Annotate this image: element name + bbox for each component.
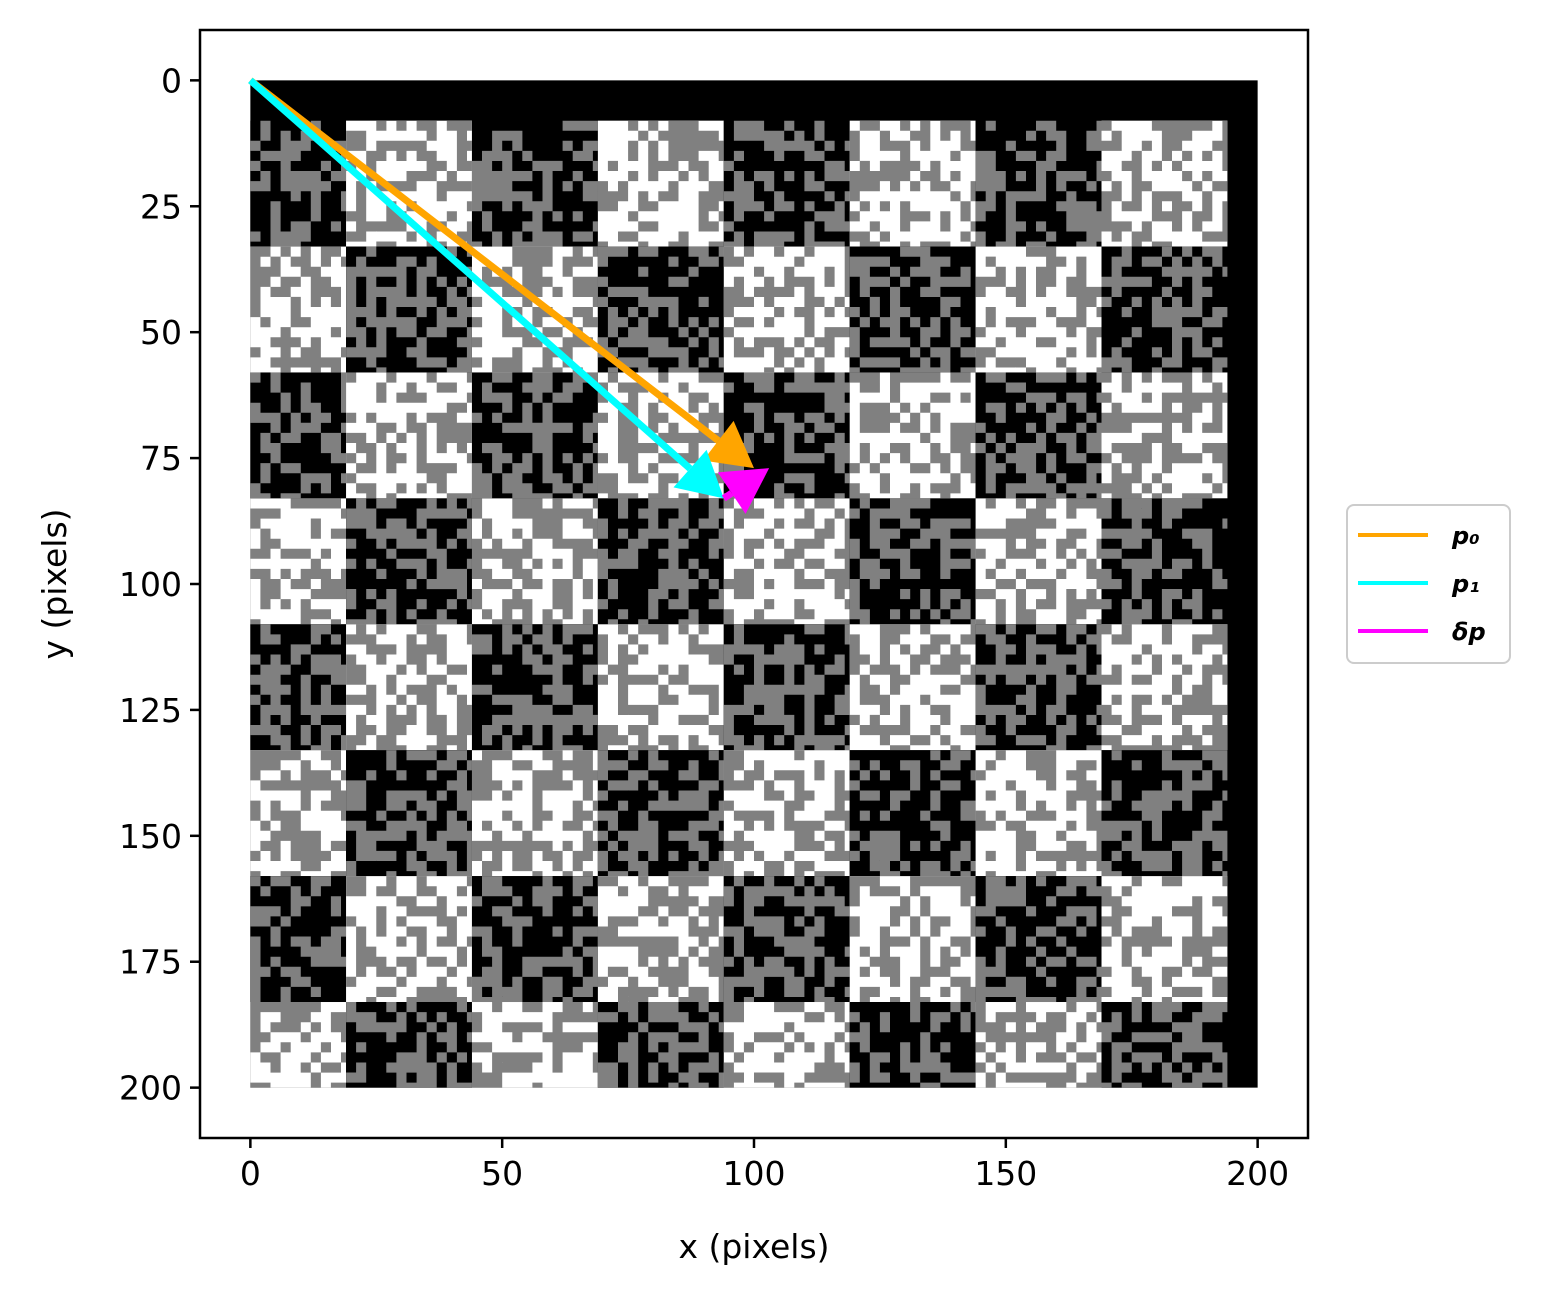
checker-noise [250,498,346,625]
checker-noise [1101,876,1228,1002]
vector-p0 [248,77,754,469]
checker-noise [346,120,472,247]
legend-box [1346,504,1511,664]
checker-noise [346,624,472,751]
checker-noise [975,1002,1102,1088]
checker-noise [723,120,850,247]
vector-p0-head [703,420,754,469]
checker-noise [597,246,724,373]
checker-noise [849,750,976,877]
vector-p1-shaft [248,77,693,472]
legend-label-dp: δp [1452,618,1486,646]
y-tick-label: 25 [140,187,182,226]
checker-noise [346,372,472,499]
checker-noise [975,372,1102,499]
x-tick-label: 200 [1226,1154,1289,1193]
y-tick-label: 0 [161,61,182,100]
checker-noise [250,624,346,751]
vector-dp-head [717,468,770,514]
checker-noise [723,498,850,625]
legend-label-p0: p₀ [1451,522,1480,550]
checker-noise [975,120,1102,247]
checker-noise [723,876,850,1002]
vectors [248,77,770,514]
checker-noise [597,624,724,751]
checker-noise [597,498,724,625]
checker-noise [975,624,1102,751]
checker-noise [975,876,1102,1002]
checker-noise [849,246,976,373]
vector-p1-head [673,449,724,499]
checker-noise [1101,246,1228,373]
checker-noise [472,498,598,625]
checker-noise [250,120,346,247]
x-axis-title: x (pixels) [678,1227,829,1266]
checker-noise [723,624,850,751]
checker-noise [597,876,724,1002]
y-axis-title: y (pixels) [35,508,74,659]
checker-noise [346,246,472,373]
vector-p0-shaft [248,77,721,444]
checker-noise [250,372,346,499]
checker-noise [849,1002,976,1088]
checker-noise [849,120,976,247]
checker-noise [250,876,346,1002]
checker-noise [723,1002,850,1088]
legend: p₀ p₁ δp [1346,504,1511,664]
checker-noise [472,876,598,1002]
checker-noise [472,1002,598,1088]
checker-noise [849,876,976,1002]
checkerboard-image [250,80,1258,1088]
checker-noise [1101,498,1228,625]
checker-noise [472,120,598,247]
checker-noise [472,750,598,877]
checker-noise [472,624,598,751]
checker-noise [472,372,598,499]
checker-noise [975,246,1102,373]
y-tick-label: 50 [140,313,182,352]
y-tick-label: 100 [119,565,182,604]
x-tick-label: 150 [974,1154,1037,1193]
checker-noise [250,1002,346,1088]
x-tick-label: 50 [481,1154,523,1193]
checker-noise [346,498,472,625]
y-tick-label: 200 [119,1069,182,1108]
x-tick-label: 0 [240,1154,261,1193]
vector-dp-shaft [721,490,734,502]
legend-label-p1: p₁ [1451,570,1480,598]
checker-noise [1101,372,1228,499]
x-tick-label: 100 [723,1154,786,1193]
checker-noise [849,624,976,751]
y-tick-label: 75 [140,439,182,478]
checker-noise [346,876,472,1002]
checker-noise [250,750,346,877]
checker-noise [723,246,850,373]
y-tick-label: 150 [119,817,182,856]
checker-noise [1101,120,1228,247]
y-axis-ticks: 0 25 50 75 100 125 150 175 200 [119,61,200,1108]
checker-noise [346,1002,472,1088]
checker-noise [597,120,724,247]
checker-noise [597,1002,724,1088]
checker-noise [597,750,724,877]
checker-noise [1101,1002,1228,1088]
checker-noise [597,372,724,499]
checker-noise [1101,624,1228,751]
checker-noise [250,246,346,373]
y-tick-label: 175 [119,943,182,982]
checker-noise [975,498,1102,625]
checker-noise [723,750,850,877]
checker-noise [1101,750,1228,877]
vector-p1 [248,77,724,499]
checker-noise [975,750,1102,877]
x-axis-ticks: 0 50 100 150 200 [240,1138,1289,1193]
checker-noise [723,372,850,499]
y-tick-label: 125 [119,691,182,730]
checker-noise [849,372,976,499]
checker-noise [849,498,976,625]
checker-noise [346,750,472,877]
vector-dp [717,468,770,514]
